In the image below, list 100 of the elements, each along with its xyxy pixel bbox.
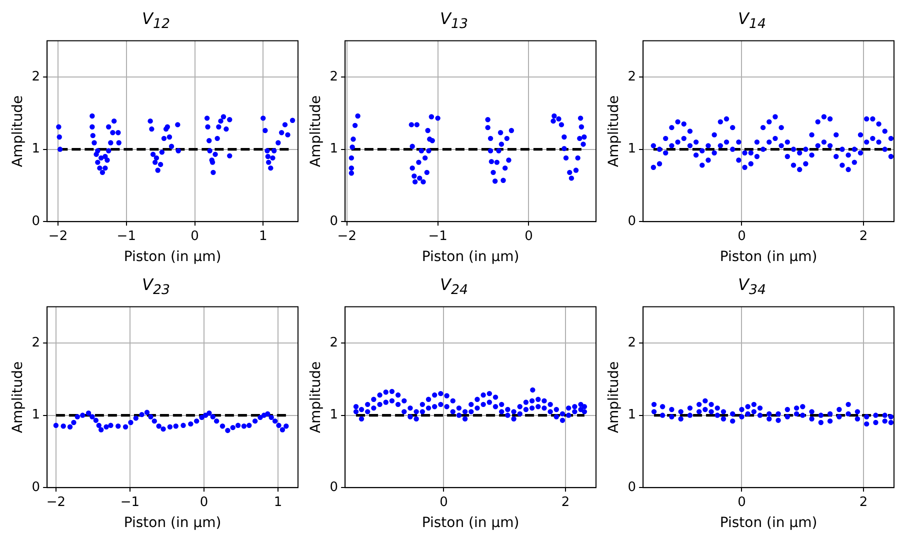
point bbox=[818, 420, 824, 426]
point bbox=[776, 418, 781, 423]
point bbox=[156, 424, 162, 429]
point bbox=[488, 148, 494, 154]
point bbox=[651, 402, 657, 408]
point bbox=[230, 424, 236, 430]
y-tick-label: 0 bbox=[330, 214, 338, 229]
x-tick-label: −2 bbox=[337, 228, 356, 244]
chart-title: V$_{14}$ bbox=[737, 8, 767, 32]
point bbox=[122, 424, 128, 430]
point bbox=[496, 148, 502, 154]
x-tick-label: 0 bbox=[738, 228, 746, 244]
x-axis-title: Piston (in μm) bbox=[720, 249, 818, 266]
point bbox=[730, 418, 736, 424]
point bbox=[508, 128, 514, 134]
y-tick-label: 1 bbox=[32, 408, 40, 423]
point bbox=[575, 155, 580, 161]
point bbox=[809, 416, 814, 422]
point bbox=[800, 412, 806, 418]
point bbox=[422, 155, 428, 161]
point bbox=[420, 179, 426, 184]
point bbox=[414, 122, 420, 128]
point bbox=[864, 421, 870, 427]
x-axis-title: Piston (in μm) bbox=[422, 249, 520, 266]
point bbox=[739, 414, 744, 420]
point bbox=[98, 427, 104, 432]
point bbox=[784, 414, 790, 420]
point bbox=[888, 414, 894, 420]
y-tick-label: 1 bbox=[628, 142, 636, 157]
point bbox=[348, 170, 354, 176]
point bbox=[408, 122, 414, 128]
point bbox=[284, 424, 289, 429]
x-tick-label: 2 bbox=[859, 494, 868, 510]
point bbox=[669, 414, 674, 420]
point bbox=[563, 155, 569, 161]
point bbox=[417, 176, 422, 181]
point bbox=[720, 416, 726, 422]
point bbox=[214, 418, 220, 424]
point bbox=[660, 404, 666, 410]
point bbox=[751, 402, 757, 408]
point bbox=[416, 160, 422, 165]
point bbox=[784, 406, 790, 412]
point bbox=[206, 410, 212, 416]
point bbox=[578, 116, 584, 121]
point bbox=[846, 402, 851, 408]
point bbox=[93, 418, 99, 423]
point bbox=[74, 414, 80, 420]
point bbox=[355, 113, 360, 119]
point bbox=[485, 124, 490, 130]
y-tick-label: 1 bbox=[32, 142, 40, 157]
point bbox=[410, 144, 415, 149]
x-tick-label: −1 bbox=[116, 228, 136, 244]
y-tick-label: 2 bbox=[32, 69, 40, 84]
point bbox=[562, 146, 567, 152]
point bbox=[199, 414, 204, 420]
point bbox=[160, 426, 166, 432]
point bbox=[836, 406, 842, 412]
point bbox=[210, 414, 216, 420]
point bbox=[488, 136, 494, 142]
point bbox=[280, 427, 286, 432]
point bbox=[485, 117, 490, 122]
x-tick-label: −1 bbox=[120, 494, 140, 510]
y-axis-title: Amplitude bbox=[308, 95, 324, 168]
y-tick-label: 2 bbox=[330, 69, 338, 84]
point bbox=[568, 176, 574, 181]
y-axis-title: Amplitude bbox=[10, 361, 26, 434]
point bbox=[246, 422, 252, 428]
point bbox=[498, 130, 504, 136]
point bbox=[148, 414, 154, 420]
y-tick-label: 0 bbox=[32, 214, 40, 229]
point bbox=[888, 420, 894, 426]
chart-title: V$_{23}$ bbox=[141, 274, 171, 298]
point bbox=[348, 155, 354, 161]
point bbox=[502, 165, 508, 171]
point bbox=[757, 412, 763, 418]
point bbox=[800, 404, 806, 410]
point bbox=[827, 411, 833, 416]
y-axis-title: Amplitude bbox=[308, 361, 324, 434]
point bbox=[745, 404, 750, 410]
point bbox=[220, 424, 226, 429]
y-tick-label: 1 bbox=[330, 142, 338, 157]
point bbox=[766, 411, 772, 416]
point bbox=[258, 414, 263, 420]
point bbox=[660, 412, 666, 418]
y-tick-label: 2 bbox=[330, 335, 338, 350]
x-tick-label: 1 bbox=[258, 228, 268, 244]
point bbox=[96, 422, 102, 428]
y-axis-title: Amplitude bbox=[606, 95, 622, 168]
x-axis-title: Piston (in μm) bbox=[720, 515, 818, 532]
point bbox=[265, 411, 270, 416]
y-tick-label: 2 bbox=[628, 335, 636, 350]
point bbox=[268, 414, 274, 420]
point bbox=[864, 414, 870, 420]
point bbox=[552, 113, 557, 119]
point bbox=[678, 409, 684, 414]
x-tick-label: −1 bbox=[428, 228, 448, 244]
point bbox=[410, 165, 415, 171]
x-axis-title: Piston (in μm) bbox=[124, 249, 222, 266]
point bbox=[567, 170, 572, 176]
point bbox=[426, 148, 432, 154]
